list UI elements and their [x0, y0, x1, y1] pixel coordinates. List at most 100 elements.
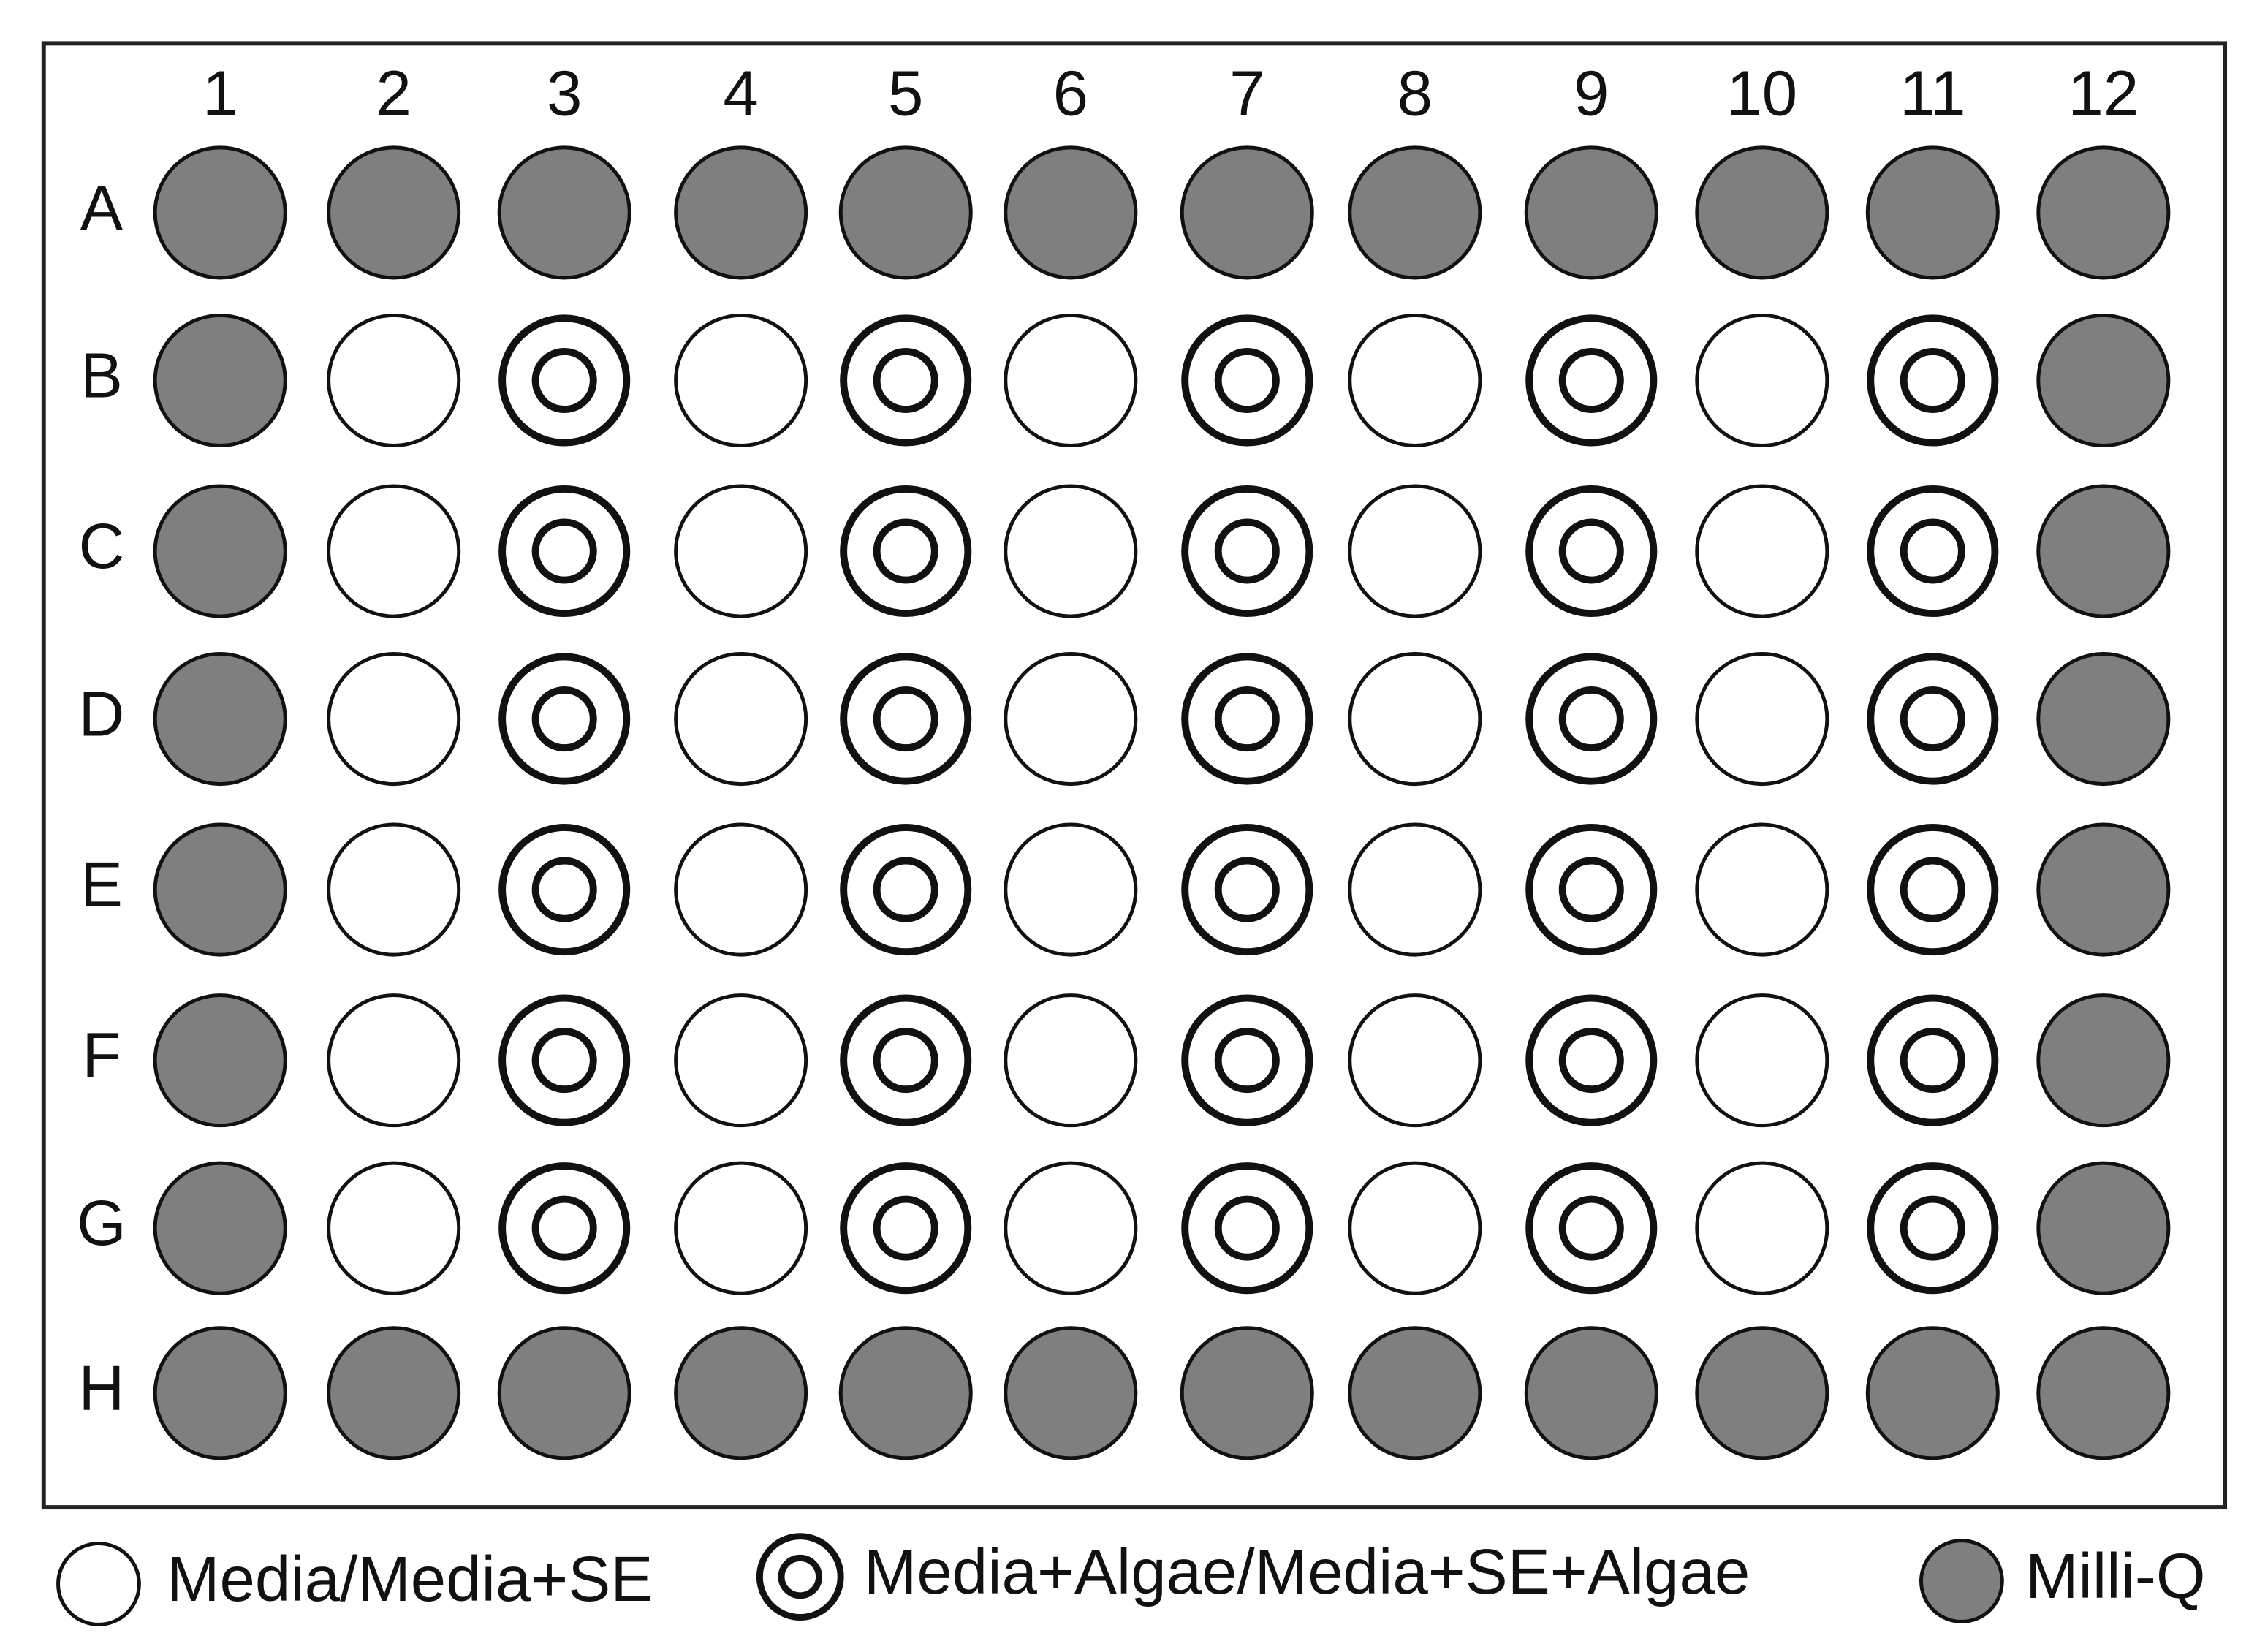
- well-media: [1348, 993, 1482, 1128]
- well-algae-inner: [1558, 686, 1624, 752]
- well-algae-inner: [873, 347, 938, 413]
- well-media: [674, 313, 808, 448]
- well-milli-q: [497, 145, 631, 280]
- well-media: [327, 1161, 461, 1295]
- well-milli-q: [1348, 145, 1482, 280]
- well-algae-inner: [1900, 347, 1965, 413]
- well-algae-inner: [1214, 857, 1280, 922]
- well-media: [1695, 652, 1829, 787]
- well-media: [1348, 313, 1482, 448]
- column-label: 6: [1053, 58, 1088, 129]
- legend-icon-filled: [1919, 1539, 2004, 1623]
- well-media: [1695, 1161, 1829, 1295]
- well-milli-q: [1348, 1326, 1482, 1460]
- well-milli-q: [1695, 1326, 1829, 1460]
- row-label: D: [78, 679, 124, 750]
- well-milli-q: [2036, 484, 2171, 618]
- well-milli-q: [1865, 1326, 2000, 1460]
- well-milli-q: [838, 1326, 973, 1460]
- wells: [153, 145, 2171, 1460]
- well-algae-inner: [531, 1195, 597, 1261]
- well-milli-q: [153, 1161, 287, 1295]
- well-media: [674, 993, 808, 1128]
- well-milli-q: [327, 1326, 461, 1460]
- well-algae-inner: [1214, 1028, 1280, 1094]
- well-algae-inner: [1214, 518, 1280, 584]
- well-media: [1004, 1161, 1138, 1295]
- row-label: B: [80, 340, 123, 411]
- well-media: [1695, 822, 1829, 957]
- row-label: C: [78, 511, 124, 582]
- well-media: [674, 652, 808, 787]
- well-milli-q: [2036, 652, 2171, 787]
- well-milli-q: [153, 822, 287, 957]
- column-label: 2: [376, 58, 411, 129]
- well-media: [674, 1161, 808, 1295]
- well-media: [674, 484, 808, 618]
- well-media: [1695, 993, 1829, 1128]
- well-algae-inner: [1900, 1195, 1965, 1261]
- well-media: [1348, 822, 1482, 957]
- well-algae-inner: [1214, 1195, 1280, 1261]
- well-media: [1695, 484, 1829, 618]
- column-label: 12: [2068, 58, 2139, 129]
- row-label: A: [80, 173, 123, 243]
- well-media: [1004, 993, 1138, 1128]
- well-algae-inner: [1214, 347, 1280, 413]
- well-algae-inner: [531, 518, 597, 584]
- well-media: [327, 484, 461, 618]
- well-milli-q: [2036, 1161, 2171, 1295]
- well-media: [1004, 822, 1138, 957]
- well-milli-q: [2036, 313, 2171, 448]
- well-algae-inner: [531, 686, 597, 752]
- legend-icon-empty: [56, 1542, 141, 1626]
- well-milli-q: [674, 145, 808, 280]
- well-algae-inner: [531, 347, 597, 413]
- well-milli-q: [2036, 1326, 2171, 1460]
- well-media: [1348, 652, 1482, 787]
- well-algae-inner: [873, 1195, 938, 1261]
- well-media: [1004, 484, 1138, 618]
- well-milli-q: [1524, 1326, 1658, 1460]
- well-milli-q: [1004, 145, 1138, 280]
- legend-label: Media/Media+SE: [167, 1544, 653, 1615]
- well-milli-q: [153, 313, 287, 448]
- well-algae-inner: [531, 857, 597, 922]
- well-algae-inner: [1558, 1028, 1624, 1094]
- column-label: 3: [547, 58, 582, 129]
- column-label: 10: [1726, 58, 1797, 129]
- well-milli-q: [153, 652, 287, 787]
- legend: Media/Media+SE Media+Algae/Media+SE+Alga…: [56, 1533, 2206, 1626]
- well-milli-q: [153, 993, 287, 1128]
- legend-icon-ring-inner: [778, 1554, 822, 1599]
- well-media: [327, 652, 461, 787]
- well-milli-q: [153, 145, 287, 280]
- column-label: 8: [1397, 58, 1433, 129]
- column-label: 4: [723, 58, 758, 129]
- well-milli-q: [1180, 1326, 1314, 1460]
- well-algae-inner: [1900, 1028, 1965, 1094]
- well-media: [1348, 1161, 1482, 1295]
- column-label: 7: [1229, 58, 1264, 129]
- well-algae-inner: [873, 857, 938, 922]
- well-algae-inner: [531, 1028, 597, 1094]
- well-algae-inner: [873, 518, 938, 584]
- well-milli-q: [1524, 145, 1658, 280]
- column-label: 1: [202, 58, 238, 129]
- well-milli-q: [153, 484, 287, 618]
- well-media: [1348, 484, 1482, 618]
- column-label: 11: [1900, 58, 1965, 129]
- well-milli-q: [1695, 145, 1829, 280]
- well-milli-q: [153, 1326, 287, 1460]
- well-milli-q: [2036, 822, 2171, 957]
- well-algae-inner: [873, 686, 938, 752]
- well-milli-q: [2036, 993, 2171, 1128]
- well-algae-inner: [873, 1028, 938, 1094]
- row-label: G: [77, 1188, 126, 1259]
- well-algae-inner: [1900, 518, 1965, 584]
- well-algae-inner: [1558, 1195, 1624, 1261]
- well-algae-inner: [1900, 686, 1965, 752]
- column-label: 9: [1574, 58, 1609, 129]
